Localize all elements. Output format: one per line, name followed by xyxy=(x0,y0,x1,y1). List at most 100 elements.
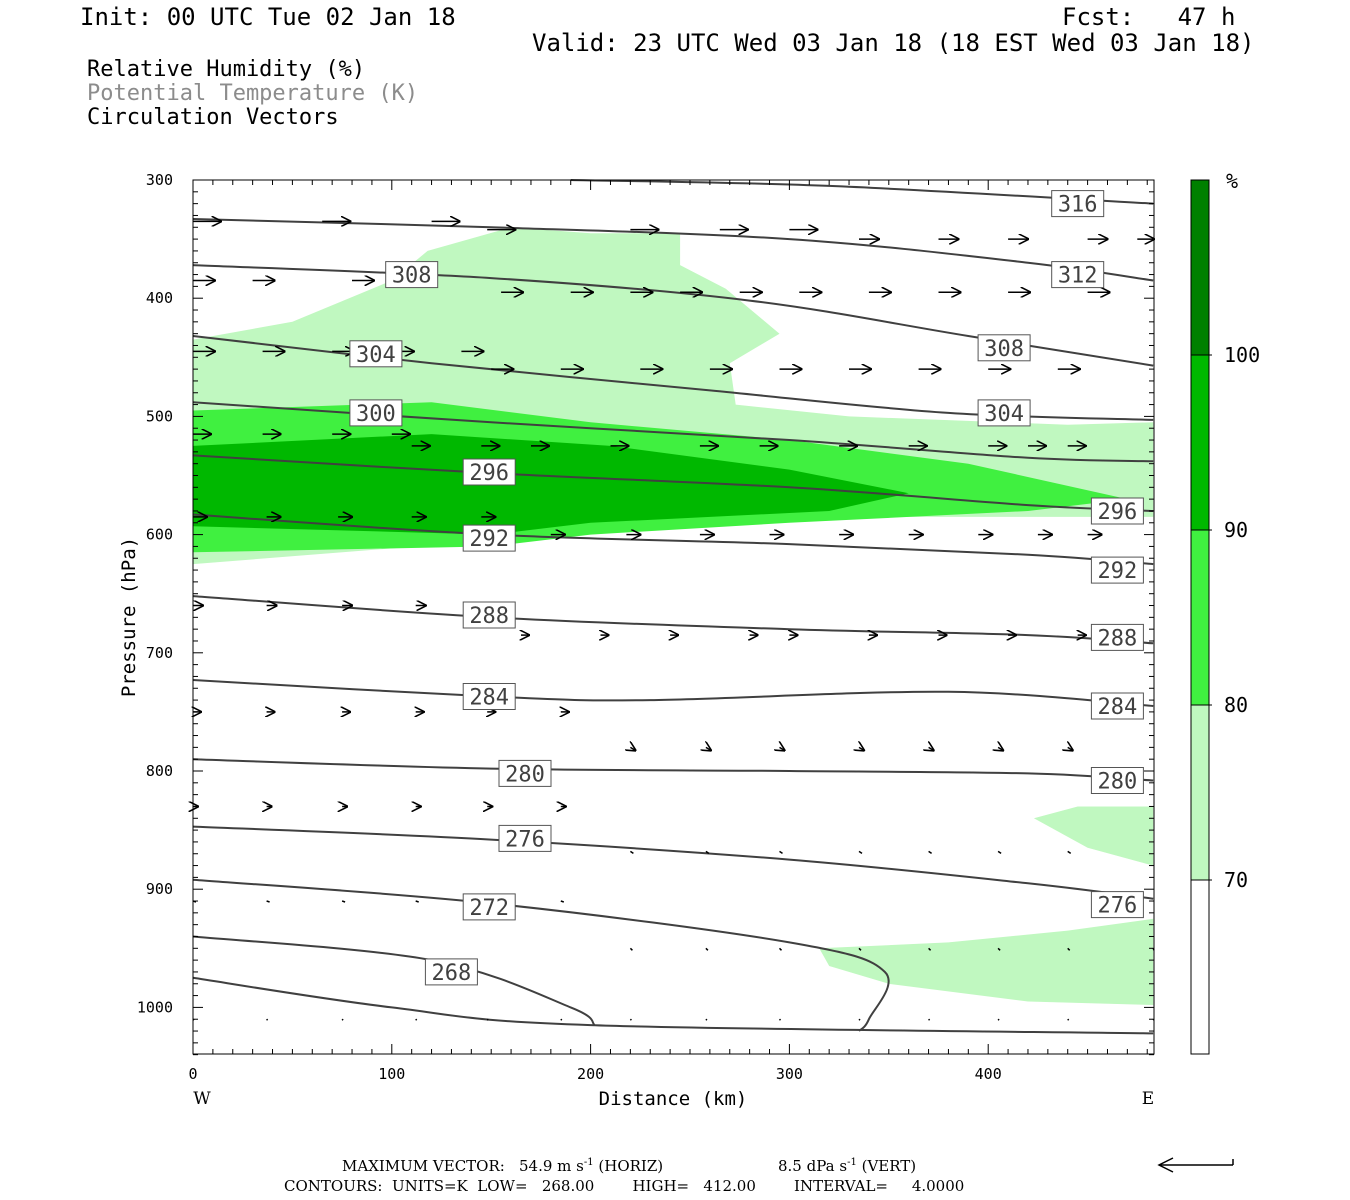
axes-layer: 300 400 500 600 700 800 900 1000 0 100 200 300 400 xyxy=(137,171,1154,1083)
theta-contour-280 xyxy=(192,758,1154,782)
contour-label: 268 xyxy=(432,961,472,986)
contour-label-box xyxy=(1090,692,1144,720)
cross-section-chart: 316 312 308 308 304 304 300 296 296 292 292 288 288 2… xyxy=(118,169,1260,1110)
init-time: Init: 00 UTC Tue 02 Jan 18 xyxy=(80,3,456,31)
circulation-vector xyxy=(858,1018,861,1021)
vert-exponent: -1 xyxy=(847,1157,857,1168)
theta-contours-layer xyxy=(192,179,1154,1035)
contour-label: 300 xyxy=(356,402,396,427)
theta-contour-312 xyxy=(192,218,1154,282)
circulation-vector xyxy=(629,850,634,855)
y-tick-label: 600 xyxy=(146,526,173,544)
theta-contour-292 xyxy=(192,513,1154,566)
contour-label-box xyxy=(385,261,439,289)
rh-region-70 xyxy=(819,918,1154,1005)
legend-theta: Potential Temperature (K) xyxy=(87,81,419,106)
contour-label-box xyxy=(462,458,516,486)
y-tick-label: 800 xyxy=(146,762,173,780)
circulation-vector xyxy=(415,900,419,903)
colorbar-segment xyxy=(1191,355,1209,530)
colorbar-unit: % xyxy=(1226,169,1238,193)
circulation-vector xyxy=(705,1018,708,1021)
circulation-vector xyxy=(266,900,270,903)
rh-shading-layer xyxy=(193,227,1154,1005)
circulation-vector xyxy=(778,947,783,951)
contour-label-box xyxy=(1090,497,1144,525)
max-vert-value: 8.5 dPa s xyxy=(778,1157,848,1175)
max-horiz-value: 54.9 m s xyxy=(519,1157,584,1175)
valid-time: Valid: 23 UTC Wed 03 Jan 18 (18 EST Wed … xyxy=(532,29,1255,57)
east-label: E xyxy=(1142,1089,1154,1109)
contour-label: 280 xyxy=(1098,770,1138,795)
circulation-vector xyxy=(998,747,1003,750)
contour-label-box xyxy=(462,893,516,921)
theta-contour-288 xyxy=(192,595,1154,645)
contour-label-box xyxy=(1090,623,1144,651)
theta-contour-ground xyxy=(192,976,1154,1035)
horiz-tag: (HORIZ) xyxy=(598,1157,664,1175)
contour-label-box xyxy=(1090,556,1144,584)
x-tick-label: 300 xyxy=(776,1065,803,1083)
legend-vectors: Circulation Vectors xyxy=(87,105,339,130)
circulation-vector xyxy=(341,1018,344,1021)
contour-label: 288 xyxy=(1098,626,1138,651)
circulation-vector xyxy=(997,947,1001,951)
x-tick-label: 100 xyxy=(378,1065,405,1083)
colorbar: 70 80 90 100 xyxy=(1190,179,1260,1055)
circulation-vector xyxy=(858,850,863,855)
circulation-vector xyxy=(705,947,709,951)
colorbar-label: 100 xyxy=(1224,343,1260,367)
contour-label-box xyxy=(462,524,516,552)
circulation-vector xyxy=(1067,1018,1070,1021)
y-axis-label: Pressure (hPa) xyxy=(118,537,140,697)
x-axis-label: Distance (km) xyxy=(599,1088,748,1110)
colorbar-segment xyxy=(1191,530,1209,705)
colorbar-label: 80 xyxy=(1224,693,1248,717)
colorbar-segment xyxy=(1191,180,1209,355)
contour-label: 304 xyxy=(984,402,1024,427)
circulation-vector xyxy=(997,850,1002,855)
circulation-vector xyxy=(629,947,633,951)
theta-contour-284 xyxy=(192,679,1154,707)
circulation-vector xyxy=(629,1018,632,1021)
contour-label-box xyxy=(462,683,516,710)
x-tick-label: 400 xyxy=(975,1065,1002,1083)
circulation-vectors-layer xyxy=(193,221,1154,1021)
contour-label-box xyxy=(977,399,1031,427)
contour-label-box xyxy=(498,759,552,787)
contour-label: 276 xyxy=(1098,894,1138,919)
contour-label: 292 xyxy=(469,527,509,552)
contour-label-box xyxy=(349,399,403,427)
x-tick-label: 0 xyxy=(188,1065,197,1083)
contour-label-box xyxy=(498,824,552,852)
circulation-vector xyxy=(1067,850,1072,855)
circulation-vector xyxy=(997,1018,1000,1021)
circulation-vector xyxy=(560,900,565,903)
contour-label: 284 xyxy=(469,686,509,711)
y-tick-label: 700 xyxy=(146,644,173,662)
circulation-vector xyxy=(1067,947,1071,951)
contour-label: 288 xyxy=(469,604,509,629)
rh-region-90 xyxy=(193,434,909,535)
west-label: W xyxy=(193,1089,211,1109)
max-horizontal: 54.9 m s-1 (HORIZ) xyxy=(519,1157,663,1175)
y-tick-label: 1000 xyxy=(137,998,173,1016)
vert-tag: (VERT) xyxy=(861,1157,917,1175)
circulation-vector xyxy=(858,947,862,951)
contour-label-box xyxy=(424,958,478,986)
circulation-vector xyxy=(929,747,934,750)
contours-info: CONTOURS: UNITS=K LOW= 268.00 HIGH= 412.… xyxy=(284,1177,965,1195)
contour-label: 308 xyxy=(984,337,1024,362)
circulation-vector xyxy=(928,850,933,855)
circulation-vector xyxy=(486,1018,489,1021)
contour-label: 296 xyxy=(1098,500,1138,525)
reference-vector xyxy=(1157,1157,1234,1173)
y-tick-label: 400 xyxy=(146,289,173,307)
y-tick-label: 500 xyxy=(146,407,173,425)
colorbar-label: 90 xyxy=(1224,518,1248,542)
contour-label-box xyxy=(1090,767,1144,794)
circulation-vector xyxy=(780,747,785,750)
contour-label: 272 xyxy=(469,896,509,921)
contour-label: 316 xyxy=(1058,193,1098,218)
circulation-vector xyxy=(415,1018,418,1021)
